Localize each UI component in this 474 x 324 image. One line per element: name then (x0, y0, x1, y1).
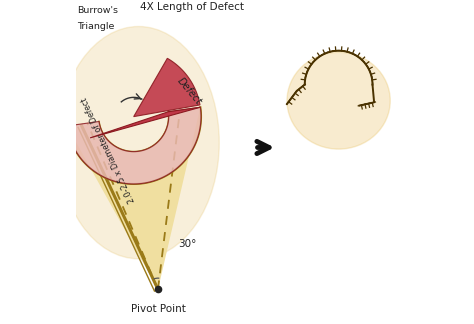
Text: Pivot Point: Pivot Point (130, 304, 185, 314)
Text: 4X Length of Defect: 4X Length of Defect (140, 2, 244, 12)
Polygon shape (134, 58, 200, 117)
Text: 2.0-2.5 x Diameter of Defect: 2.0-2.5 x Diameter of Defect (80, 96, 137, 204)
Polygon shape (67, 107, 201, 184)
Text: Defect: Defect (175, 76, 203, 107)
Ellipse shape (58, 27, 219, 259)
Ellipse shape (287, 52, 390, 149)
Polygon shape (90, 107, 201, 138)
Polygon shape (67, 107, 201, 289)
Text: Burrow's: Burrow's (77, 6, 118, 15)
Text: 30°: 30° (178, 239, 196, 249)
Text: Triangle: Triangle (77, 22, 115, 31)
